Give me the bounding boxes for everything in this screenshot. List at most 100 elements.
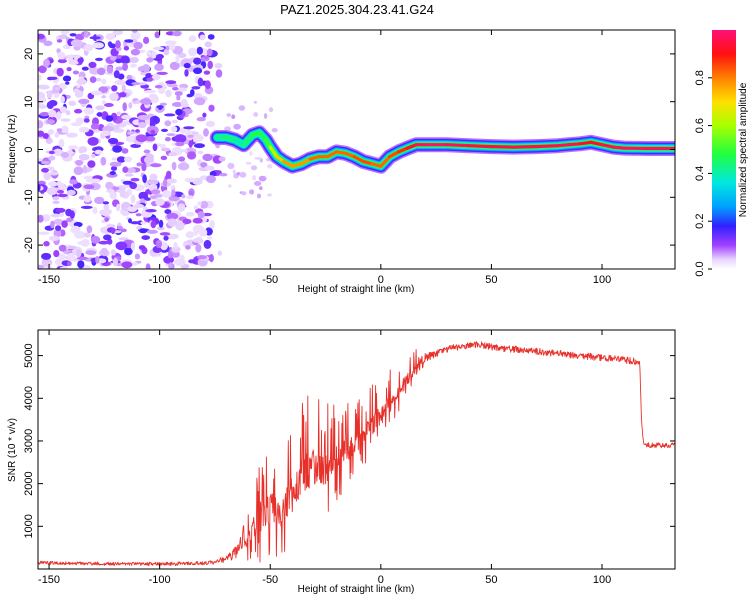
noise-blob [129, 57, 139, 63]
colorbar-tick-label: 0.4 [694, 166, 706, 181]
noise-blob [105, 181, 114, 190]
noise-blob [83, 232, 91, 238]
noise-blob [121, 261, 133, 269]
ridge-segment [467, 144, 493, 149]
noise-blob [193, 229, 199, 236]
noise-blob [38, 214, 44, 223]
noise-blob [133, 41, 143, 50]
noise-blob [75, 248, 82, 258]
noise-blob [166, 133, 176, 137]
noise-blob [145, 73, 152, 79]
noise-blob [171, 161, 177, 171]
noise-blob [152, 46, 165, 51]
noise-blob [83, 118, 90, 123]
noise-blob [43, 40, 53, 47]
noise-blob [200, 205, 207, 209]
noise-blob [109, 171, 116, 175]
noise-blob [226, 113, 231, 117]
noise-blob [47, 90, 53, 99]
colorbar-label: Normalized spectral amplitude [738, 82, 749, 217]
noise-blob [193, 57, 202, 65]
noise-blob [112, 186, 120, 191]
noise-blob [41, 258, 53, 267]
colorbar-tick-label: 0.6 [694, 118, 706, 133]
noise-blob [200, 162, 208, 168]
ridge-segment [379, 155, 392, 168]
noise-blob [68, 59, 80, 65]
noise-blob [175, 141, 185, 147]
noise-blob [58, 253, 66, 260]
noise-blob [65, 81, 70, 85]
noise-blob [53, 250, 60, 258]
noise-blob [268, 107, 274, 113]
noise-blob [60, 96, 65, 103]
noise-blob [215, 69, 223, 78]
noise-blob [192, 217, 203, 224]
y-tick-label: 2000 [23, 471, 35, 495]
noise-blob [130, 63, 137, 68]
noise-blob [165, 89, 172, 98]
noise-blob [195, 243, 202, 253]
figure-title: PAZ1.2025.304.23.41.G24 [280, 2, 434, 17]
noise-blob [168, 196, 180, 202]
x-tick-label: -50 [262, 274, 278, 286]
noise-blob [168, 152, 178, 157]
noise-blob [149, 173, 158, 181]
noise-blob [49, 171, 59, 176]
noise-blob [136, 162, 143, 167]
noise-blob [41, 252, 52, 260]
noise-blob [91, 90, 103, 96]
noise-blob [39, 112, 50, 117]
noise-blob [112, 145, 123, 153]
noise-blob [136, 225, 143, 230]
noise-blob [62, 75, 72, 82]
noise-blob [259, 186, 263, 191]
noise-blob [96, 112, 103, 117]
noise-blob [167, 218, 177, 227]
noise-blob [89, 36, 101, 40]
noise-blob [38, 74, 42, 81]
noise-blob [267, 164, 273, 169]
noise-blob [83, 107, 94, 115]
colorbar-gradient [712, 30, 736, 269]
noise-blob [106, 65, 114, 74]
noise-blob [228, 184, 232, 188]
noise-blob [48, 155, 56, 161]
noise-blob [95, 57, 103, 62]
noise-blob [149, 93, 158, 100]
noise-blob [196, 255, 207, 260]
noise-blob [152, 73, 160, 81]
noise-blob [138, 191, 149, 200]
noise-blob [109, 190, 116, 200]
noise-blob [65, 208, 73, 217]
noise-blob [159, 232, 171, 236]
noise-blob [78, 98, 90, 104]
noise-blob [53, 228, 62, 238]
noise-blob [177, 203, 186, 212]
noise-blob [196, 117, 206, 122]
noise-blob [162, 190, 172, 198]
noise-blob [154, 85, 163, 89]
noise-blob [120, 179, 126, 183]
noise-blob [193, 138, 199, 143]
ridge-segment [511, 145, 538, 149]
noise-blob [172, 30, 182, 37]
noise-blob [60, 30, 70, 36]
ridge-segment [567, 142, 582, 147]
noise-blob [57, 51, 66, 60]
ridge-segment [352, 155, 365, 163]
noise-blob [164, 113, 176, 117]
noise-blob [50, 213, 61, 218]
ridge-segment [257, 131, 268, 142]
noise-blob [130, 242, 136, 251]
noise-blob [101, 100, 107, 105]
noise-blob [122, 102, 127, 112]
noise-blob [178, 156, 186, 162]
noise-blob [145, 263, 151, 269]
noise-blob [102, 201, 110, 205]
noise-blob [57, 180, 62, 188]
noise-blob [53, 218, 64, 225]
noise-blob [53, 148, 63, 156]
noise-blob [167, 233, 179, 240]
